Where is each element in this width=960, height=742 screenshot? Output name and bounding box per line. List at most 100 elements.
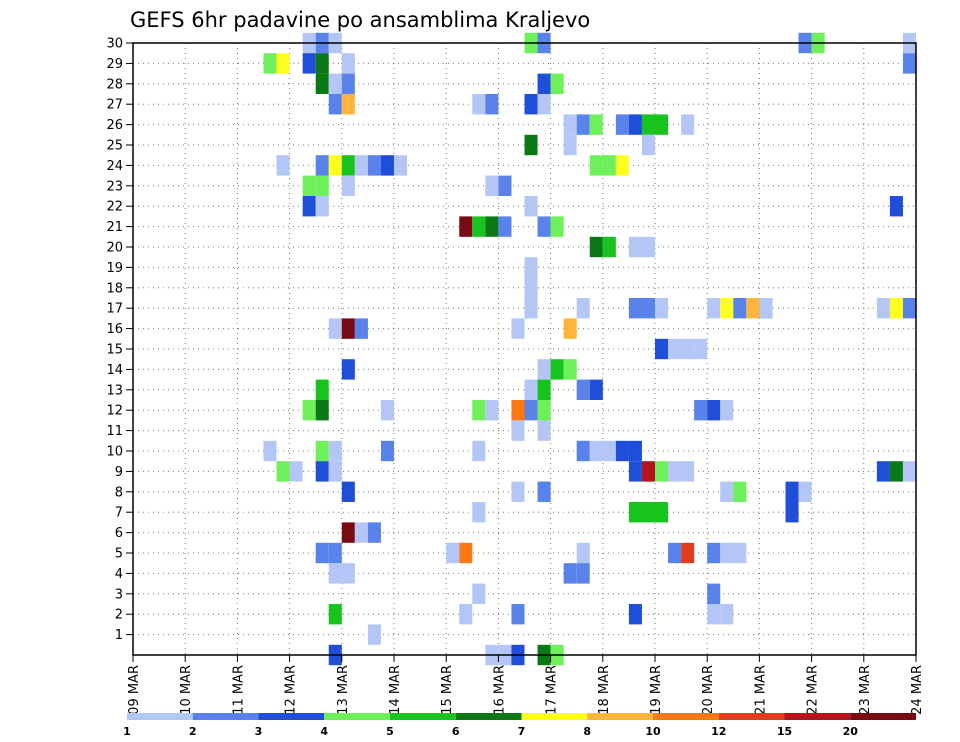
- precip-cell: [563, 318, 577, 339]
- precip-cell: [446, 542, 460, 564]
- precip-cell: [472, 400, 486, 421]
- precip-cell: [367, 522, 381, 543]
- precip-cell: [341, 522, 355, 543]
- y-tick-label: 3: [115, 587, 123, 602]
- x-tick-label: 23 MAR: [858, 665, 873, 715]
- precip-cell: [902, 461, 916, 482]
- colorbar-swatch: [258, 713, 325, 720]
- colorbar-label: 2: [189, 725, 197, 738]
- precip-cell: [720, 298, 734, 319]
- precip-cell: [459, 216, 473, 237]
- precip-cell: [902, 53, 916, 74]
- precip-cell: [276, 461, 290, 482]
- precip-cell: [902, 298, 916, 319]
- precip-cell: [472, 583, 486, 604]
- precip-cell: [472, 94, 486, 115]
- y-tick-label: 24: [106, 159, 123, 174]
- precip-cell: [889, 196, 903, 217]
- precip-cell: [563, 114, 577, 135]
- precip-cell: [524, 379, 538, 400]
- precip-cell: [537, 420, 551, 441]
- precip-cell: [707, 542, 721, 564]
- colorbar: 1 2 3 4 5 6 7 8 10 12 15 20: [123, 713, 916, 738]
- precip-cell: [550, 359, 564, 380]
- precip-cell: [615, 440, 629, 462]
- precip-cell: [302, 196, 316, 217]
- precip-cell: [328, 73, 342, 94]
- precip-cell: [524, 298, 538, 319]
- precip-cell: [341, 563, 355, 584]
- precip-cell: [302, 175, 316, 196]
- precip-cell: [681, 542, 695, 564]
- precip-cell: [328, 94, 342, 115]
- y-tick-label: 17: [106, 302, 123, 317]
- precip-cell: [655, 502, 669, 523]
- precip-cell: [602, 236, 616, 258]
- x-tick-label: 09 MAR: [127, 665, 142, 715]
- precip-cell: [550, 216, 564, 237]
- x-tick-label: 20 MAR: [701, 665, 716, 715]
- colorbar-label: 5: [386, 725, 394, 738]
- colorbar-swatch: [784, 713, 851, 720]
- precip-cell: [537, 216, 551, 237]
- precip-cell: [681, 114, 695, 135]
- precip-cell: [511, 604, 525, 625]
- precip-cell: [524, 196, 538, 217]
- precip-cell: [315, 379, 329, 400]
- precip-cell: [341, 73, 355, 94]
- precip-cell: [628, 114, 642, 135]
- y-tick-label: 14: [106, 363, 123, 378]
- precip-cell: [576, 298, 590, 319]
- precip-cell: [328, 604, 342, 625]
- precip-cell: [315, 53, 329, 74]
- y-tick-label: 12: [106, 404, 123, 419]
- precip-cell: [707, 583, 721, 604]
- precip-cell: [641, 461, 655, 482]
- x-tick-label: 11 MAR: [231, 665, 246, 715]
- y-tick-label: 21: [106, 220, 123, 235]
- precip-cell: [668, 338, 682, 360]
- precip-cell: [485, 175, 499, 196]
- precip-cell: [563, 134, 577, 156]
- precip-cell: [459, 542, 473, 564]
- precip-cell: [720, 400, 734, 421]
- precip-cell: [367, 624, 381, 645]
- colorbar-swatch: [127, 713, 193, 720]
- precip-cell: [628, 604, 642, 625]
- precip-cell: [380, 155, 394, 176]
- precip-cell: [354, 155, 368, 176]
- precip-cell: [354, 522, 368, 543]
- precip-cell: [655, 114, 669, 135]
- precip-cell: [746, 298, 760, 319]
- precip-cell: [720, 481, 734, 502]
- x-tick-label: 24 MAR: [910, 665, 925, 715]
- x-axis: 09 MAR 10 MAR 11 MAR 12 MAR 13 MAR 14 MAR 15 M…: [127, 655, 925, 715]
- precip-cell: [380, 400, 394, 421]
- x-tick-label: 19 MAR: [649, 665, 664, 715]
- colorbar-swatch: [324, 713, 390, 720]
- precip-cell: [341, 318, 355, 339]
- precip-cell: [681, 338, 695, 360]
- precip-cell: [524, 94, 538, 115]
- precip-cell: [537, 400, 551, 421]
- precip-cell: [602, 155, 616, 176]
- y-tick-label: 13: [106, 383, 123, 398]
- precip-cell: [694, 338, 708, 360]
- precip-cell: [485, 94, 499, 115]
- precip-cell: [733, 542, 747, 564]
- precip-cell: [485, 400, 499, 421]
- colorbar-swatch: [850, 713, 916, 720]
- y-tick-label: 8: [115, 485, 123, 500]
- precip-cell: [615, 155, 629, 176]
- colorbar-swatch: [653, 713, 719, 720]
- precip-cell: [628, 236, 642, 258]
- x-tick-label: 10 MAR: [179, 665, 194, 715]
- precip-cell: [576, 440, 590, 462]
- precip-cell: [694, 400, 708, 421]
- precip-cell: [315, 73, 329, 94]
- y-tick-label: 30: [106, 37, 123, 52]
- y-tick-label: 7: [115, 506, 123, 521]
- precip-cell: [315, 542, 329, 564]
- x-tick-label: 16 MAR: [492, 665, 507, 715]
- precip-cell: [511, 420, 525, 441]
